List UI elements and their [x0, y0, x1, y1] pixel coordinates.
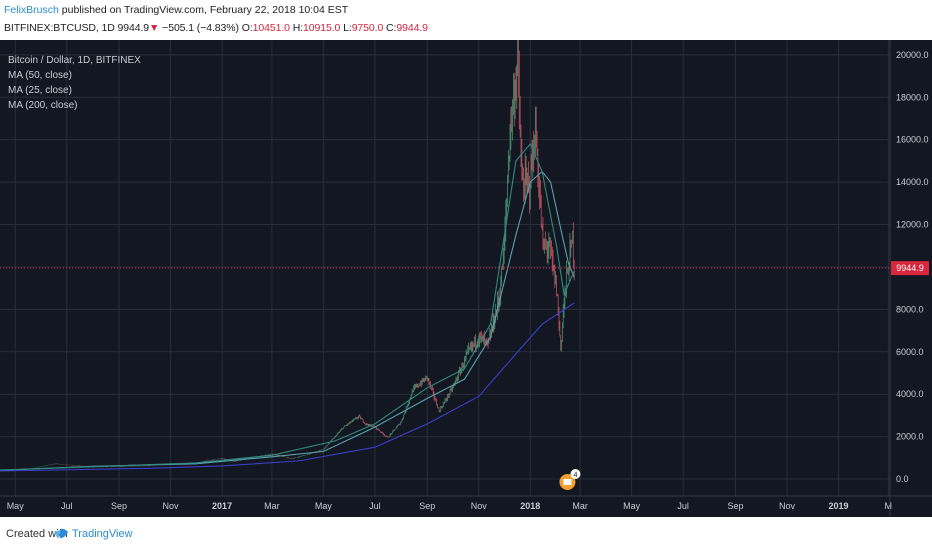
price-change: −505.1 (−4.83%) [162, 22, 239, 34]
last-price: 9944.9 [117, 22, 150, 34]
legend-ma200[interactable]: MA (200, close) [8, 100, 78, 111]
x-tick-label: Nov [163, 501, 180, 511]
low-value: 9750.0 [351, 22, 384, 34]
ma-line-2[interactable] [0, 142, 575, 471]
x-tick-label: May [623, 501, 641, 511]
publish-header: FelixBrusch published on TradingView.com… [0, 0, 932, 40]
symbol-line: BITFINEX:BTCUSD, 1D 9944.9▼ −505.1 (−4.8… [4, 22, 428, 34]
x-tick-label: Nov [471, 501, 488, 511]
legend-title: Bitcoin / Dollar, 1D, BITFINEX [8, 55, 141, 66]
footer: Created with TradingView [0, 517, 932, 550]
open-value: 10451.0 [252, 22, 290, 34]
y-tick-label: 4000.0 [896, 389, 924, 399]
event-count-label: 4 [573, 472, 577, 479]
x-tick-label: 2019 [828, 501, 848, 511]
x-tick-label: Nov [779, 501, 796, 511]
event-count-badge [570, 469, 581, 479]
y-tick-label: 16000.0 [896, 135, 929, 145]
price-chart[interactable]: 0.02000.04000.06000.08000.010000.012000.… [0, 40, 932, 517]
x-tick-label: Mar [264, 501, 280, 511]
last-price-label: 9944.9 [896, 263, 924, 273]
down-arrow-icon: ▼ [149, 22, 160, 34]
x-tick-label: Sep [419, 501, 435, 511]
x-tick-label: Sep [727, 501, 743, 511]
publish-line: FelixBrusch published on TradingView.com… [4, 4, 348, 16]
y-tick-label: 14000.0 [896, 177, 929, 187]
ma-line-3[interactable] [0, 302, 575, 472]
x-tick-label: 2017 [212, 501, 232, 511]
ma-line-1[interactable] [0, 170, 575, 471]
chart-legend: Bitcoin / Dollar, 1D, BITFINEX MA (50, c… [8, 53, 141, 113]
legend-ma25[interactable]: MA (25, close) [8, 85, 72, 96]
author-link[interactable]: FelixBrusch [4, 4, 59, 16]
close-label: C: [386, 22, 397, 34]
x-tick-label: Sep [111, 501, 127, 511]
x-tick-label: Jul [369, 501, 381, 511]
y-tick-label: 18000.0 [896, 92, 929, 102]
low-label: L: [343, 22, 352, 34]
y-tick-label: 20000.0 [896, 50, 929, 60]
high-value: 10915.0 [303, 22, 341, 34]
last-price-tag [891, 261, 929, 276]
y-tick-label: 2000.0 [896, 432, 924, 442]
tradingview-logo-icon [54, 528, 68, 539]
x-tick-label: Jul [61, 501, 73, 511]
symbol-name: BITFINEX:BTCUSD, 1D [4, 22, 115, 34]
legend-ma50[interactable]: MA (50, close) [8, 70, 72, 81]
x-tick-label: May [7, 501, 25, 511]
chart-panel[interactable]: 0.02000.04000.06000.08000.010000.012000.… [0, 40, 932, 517]
close-value: 9944.9 [396, 22, 428, 34]
x-tick-label: M [885, 501, 893, 511]
tradingview-brand[interactable]: TradingView [72, 528, 133, 540]
x-tick-label: 2018 [520, 501, 540, 511]
high-label: H: [292, 22, 304, 34]
flag-icon [563, 479, 572, 485]
x-tick-label: Mar [572, 501, 588, 511]
open-label: O: [241, 22, 253, 34]
x-tick-label: May [315, 501, 333, 511]
y-tick-label: 0.0 [896, 474, 909, 484]
x-tick-label: Jul [677, 501, 689, 511]
y-tick-label: 6000.0 [896, 347, 924, 357]
y-tick-label: 8000.0 [896, 304, 924, 314]
created-with-text: Created with [6, 528, 68, 540]
y-tick-label: 12000.0 [896, 220, 929, 230]
published-text: published on TradingView.com, February 2… [61, 4, 349, 16]
